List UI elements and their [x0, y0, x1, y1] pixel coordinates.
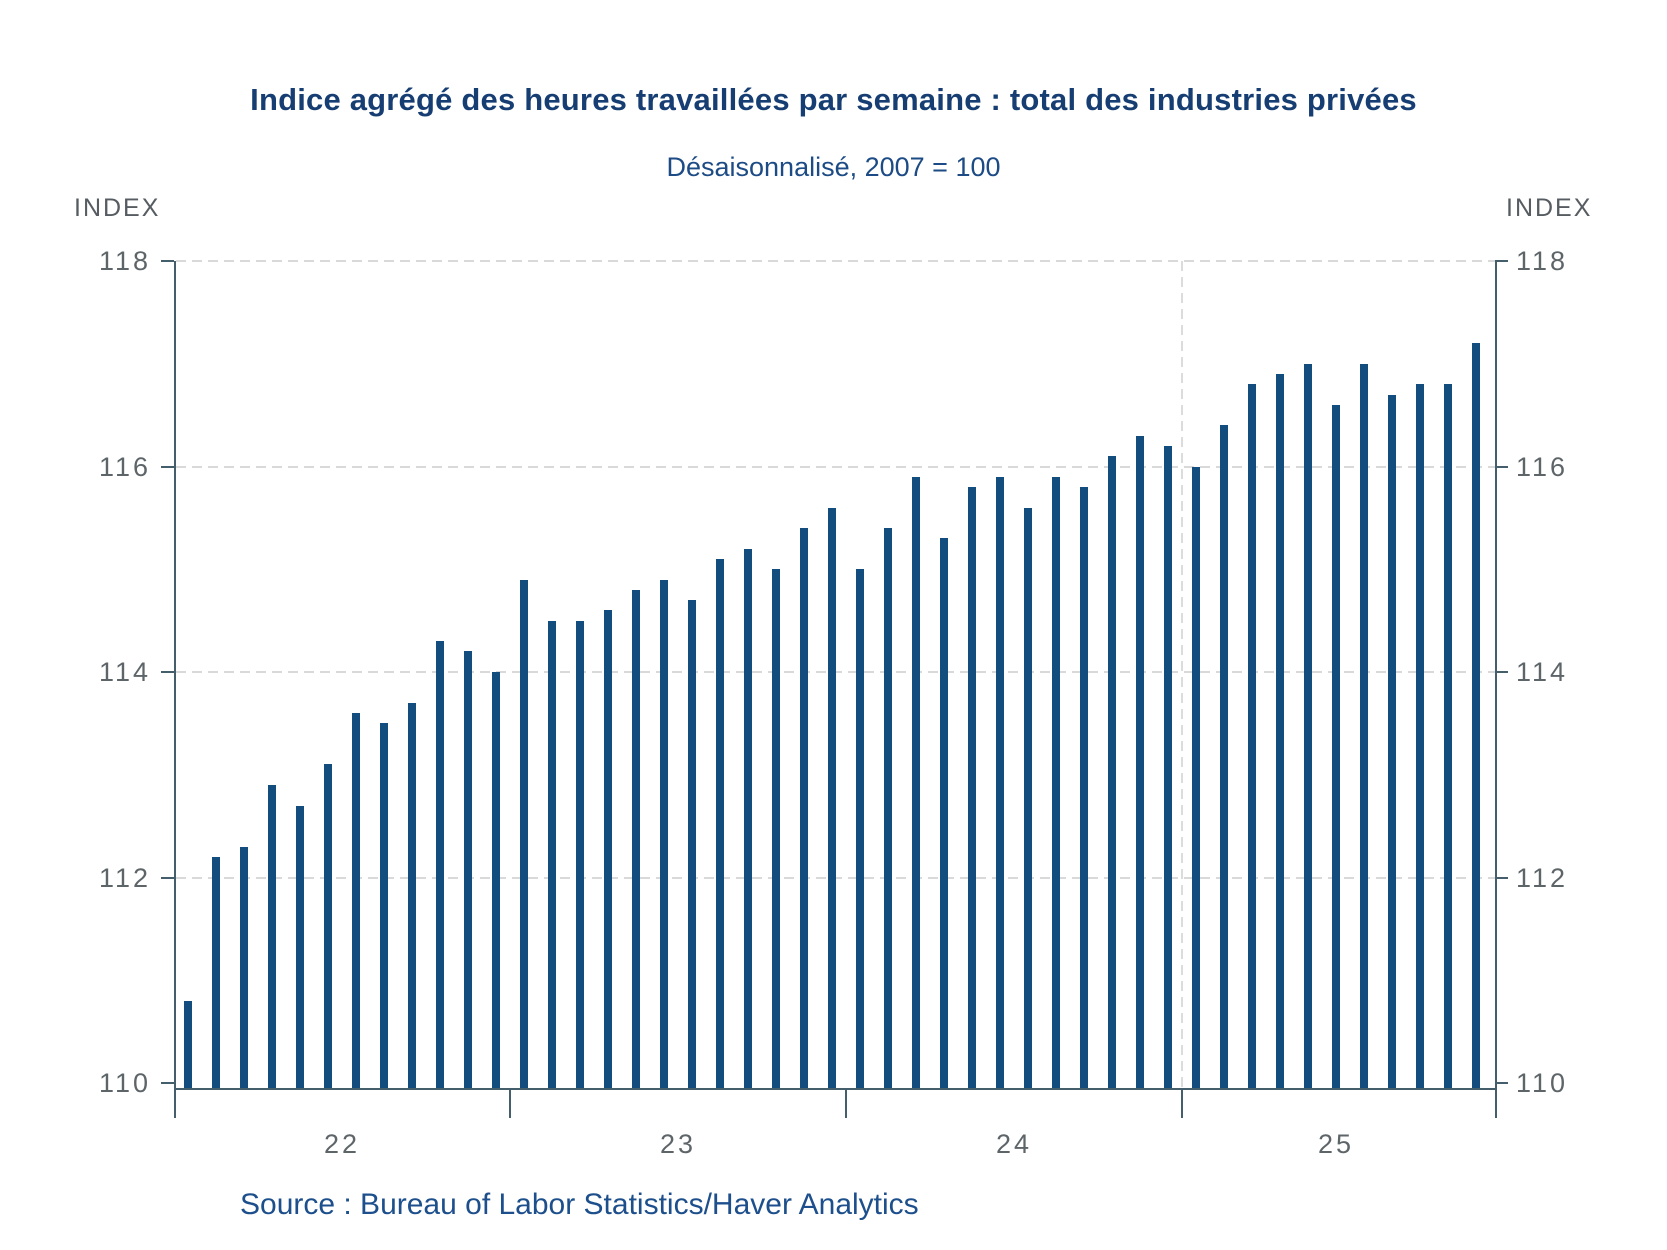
gridline-116 — [176, 465, 1495, 468]
bar-2024-02 — [884, 528, 892, 1088]
bar-2023-05 — [632, 589, 640, 1088]
bar-2023-03 — [576, 620, 584, 1088]
bar-2024-05 — [968, 487, 976, 1088]
y-axis-unit-label-left: INDEX — [74, 194, 161, 222]
bar-2022-05 — [296, 805, 304, 1088]
bar-2025-06 — [1332, 404, 1340, 1088]
bar-2025-05 — [1304, 363, 1312, 1088]
bar-2025-02 — [1220, 425, 1228, 1088]
x-axis-end-tick-left — [174, 1090, 176, 1118]
bar-2024-08 — [1052, 476, 1060, 1088]
y-tick-right-112 — [1495, 876, 1508, 879]
x-axis-year-tick-2024 — [845, 1090, 847, 1118]
y-tick-left-118 — [161, 260, 174, 262]
bar-2024-01 — [856, 569, 864, 1088]
bar-2023-08 — [716, 558, 724, 1088]
bar-2022-01 — [184, 1000, 192, 1088]
bar-2025-03 — [1248, 384, 1256, 1088]
bar-2022-10 — [436, 641, 444, 1088]
bar-2025-09 — [1416, 384, 1424, 1088]
y-tick-left-110 — [161, 1082, 174, 1084]
y-tick-left-112 — [161, 876, 174, 879]
y-tick-right-118 — [1495, 260, 1508, 262]
bar-2023-12 — [828, 507, 836, 1088]
bar-2025-10 — [1444, 384, 1452, 1088]
y-axis-left — [174, 261, 176, 1090]
y-tick-label-left-110: 110 — [98, 1068, 151, 1098]
y-tick-right-114 — [1495, 671, 1508, 673]
bar-2023-11 — [800, 528, 808, 1088]
bar-2025-08 — [1388, 394, 1396, 1088]
y-tick-label-left-118: 118 — [98, 246, 151, 276]
bar-2023-10 — [772, 569, 780, 1088]
bar-2024-04 — [940, 538, 948, 1088]
x-axis-year-tick-2025 — [1181, 1090, 1183, 1118]
bar-2023-04 — [604, 610, 612, 1088]
bar-2024-12 — [1164, 445, 1172, 1088]
plot-area: 110 110 112 112 114 114 116 116 118 118 22 23 24 25 — [99, 246, 1565, 1159]
bar-2023-02 — [548, 620, 556, 1088]
bar-2022-07 — [352, 713, 360, 1088]
bar-2022-02 — [212, 856, 220, 1088]
source-line: Source : Bureau of Labor Statistics/Have… — [240, 1188, 919, 1221]
bar-2022-12 — [492, 672, 500, 1088]
x-year-label-25: 25 — [1317, 1129, 1355, 1159]
bar-2022-03 — [240, 846, 248, 1088]
y-tick-label-right-114: 114 — [1516, 657, 1569, 687]
bar-2023-09 — [744, 548, 752, 1088]
year-boundary-gridline-2025 — [1181, 261, 1183, 1088]
y-tick-label-left-116: 116 — [98, 451, 151, 482]
bar-2025-07 — [1360, 363, 1368, 1088]
bar-2024-07 — [1024, 507, 1032, 1088]
y-axis-unit-label-right: INDEX — [1506, 194, 1593, 222]
y-axis-right — [1495, 261, 1497, 1090]
chart-subtitle: Désaisonnalisé, 2007 = 100 — [666, 152, 1001, 182]
bar-2022-08 — [380, 723, 388, 1088]
bar-2024-09 — [1080, 487, 1088, 1088]
y-tick-label-right-112: 112 — [1516, 862, 1569, 893]
bar-2022-04 — [268, 785, 276, 1088]
chart-title: Indice agrégé des heures travaillées par… — [250, 82, 1417, 117]
x-axis-year-tick-2023 — [509, 1090, 511, 1118]
bar-2025-04 — [1276, 374, 1284, 1088]
bar-2025-01 — [1192, 466, 1200, 1088]
y-tick-right-110 — [1495, 1082, 1508, 1084]
y-tick-label-left-114: 114 — [98, 657, 151, 687]
bar-2022-06 — [324, 764, 332, 1088]
y-tick-label-right-116: 116 — [1516, 451, 1569, 482]
bar-2024-10 — [1108, 456, 1116, 1088]
y-tick-label-right-118: 118 — [1516, 246, 1569, 276]
y-tick-left-114 — [161, 671, 174, 673]
y-tick-label-right-110: 110 — [1516, 1068, 1569, 1098]
bar-2024-03 — [912, 476, 920, 1088]
bar-2024-06 — [996, 476, 1004, 1088]
y-tick-left-116 — [161, 465, 174, 468]
x-year-label-23: 23 — [659, 1129, 697, 1159]
y-tick-label-left-112: 112 — [98, 862, 151, 893]
gridline-118 — [176, 260, 1495, 262]
x-year-label-24: 24 — [995, 1129, 1033, 1159]
bar-2025-11 — [1472, 343, 1480, 1088]
bar-2023-01 — [520, 579, 528, 1088]
x-axis-line — [174, 1088, 1497, 1090]
bar-2022-09 — [408, 702, 416, 1088]
y-tick-right-116 — [1495, 465, 1508, 468]
x-year-label-22: 22 — [323, 1129, 361, 1159]
bar-2022-11 — [464, 651, 472, 1088]
bar-2023-07 — [688, 600, 696, 1088]
x-axis-end-tick-right — [1495, 1090, 1497, 1118]
bar-2024-11 — [1136, 435, 1144, 1088]
bar-2023-06 — [660, 579, 668, 1088]
